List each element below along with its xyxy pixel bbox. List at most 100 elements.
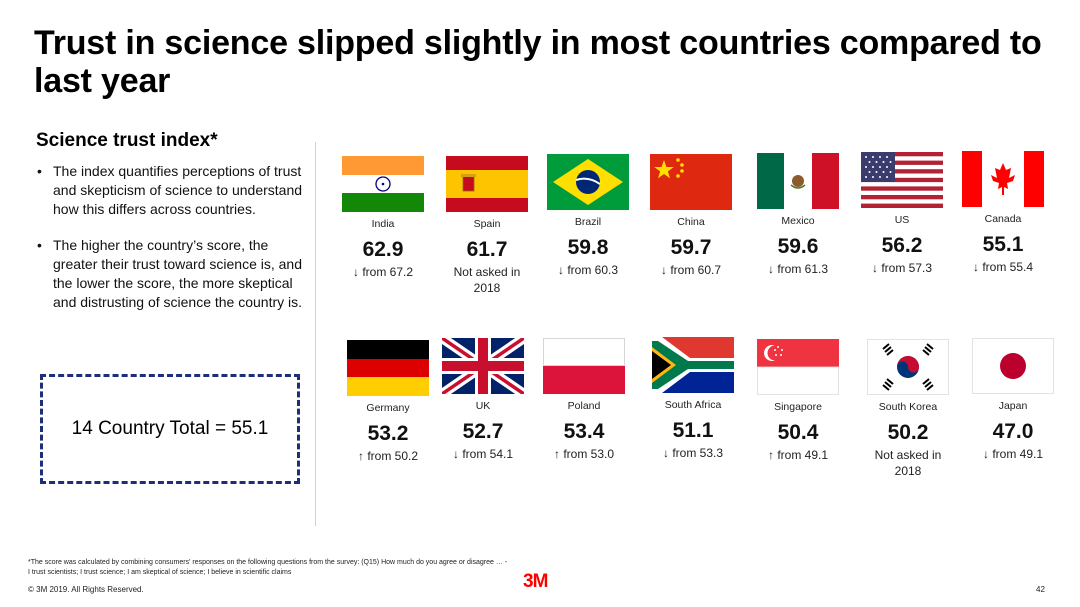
country-score: 61.7 [466,238,508,261]
trend-arrow: ↑ [357,449,364,463]
country-us: US 56.2 ↓ from 57.3 [852,152,952,276]
poland-flag-icon [543,338,625,394]
country-name: Mexico [781,215,815,227]
country-brazil: Brazil 59.8 ↓ from 60.3 [538,154,638,278]
country-germany: Germany 53.2 ↑ from 50.2 [338,340,438,464]
change-text: from 57.3 [881,261,933,275]
score-change: ↓ from 55.4 [953,259,1053,275]
change-text: from 67.2 [362,265,414,279]
page-number: 42 [1036,585,1045,594]
country-name: South Korea [878,401,938,413]
trend-arrow: ↓ [660,263,667,277]
country-poland: Poland 53.4 ↑ from 53.0 [534,338,634,462]
trend-arrow: ↓ [871,261,878,275]
country-south-africa: South Africa 51.1 ↓ from 53.3 [643,337,743,461]
country-name: India [371,218,395,230]
country-name: UK [475,400,491,412]
country-japan: Japan 47.0 ↓ from 49.1 [963,338,1063,462]
trend-arrow: ↓ [557,263,564,277]
country-score: 55.1 [982,233,1024,256]
country-score: 51.1 [672,419,714,442]
country-canada: Canada 55.1 ↓ from 55.4 [953,151,1053,275]
country-name: Brazil [574,216,602,228]
country-score: 59.6 [777,235,819,258]
country-uk: UK 52.7 ↓ from 54.1 [433,338,533,462]
country-south-korea: South Korea 50.2 Not asked in 2018 [858,339,958,479]
country-score: 52.7 [462,420,504,443]
country-mexico: Mexico 59.6 ↓ from 61.3 [748,153,848,277]
country-score: 56.2 [881,234,923,257]
bullet-item: The higher the country’s score, the grea… [36,236,316,312]
south-africa-flag-icon [652,337,734,393]
score-change: ↓ from 57.3 [852,260,952,276]
country-score: 50.2 [887,421,929,444]
country-china: China 59.7 ↓ from 60.7 [641,154,741,278]
change-text: from 60.3 [567,263,619,277]
country-score: 47.0 [992,420,1034,443]
canada-flag-icon [962,151,1044,207]
country-score: 62.9 [362,238,404,261]
change-text: from 55.4 [982,260,1034,274]
total-label: 14 Country Total = 55.1 [71,418,269,439]
country-score: 59.7 [670,236,712,259]
country-name: Spain [473,218,501,230]
country-name: Singapore [774,401,822,413]
change-text: from 49.1 [992,447,1044,461]
trend-arrow: ↑ [553,447,560,461]
us-flag-icon [861,152,943,208]
country-score: 50.4 [777,421,819,444]
country-name: China [677,216,705,228]
trend-arrow: ↓ [982,447,989,461]
change-text: from 54.1 [462,447,514,461]
score-change: ↓ from 61.3 [748,261,848,277]
country-spain: Spain 61.7 Not asked in 2018 [437,156,537,296]
country-name: Poland [567,400,601,412]
score-change: ↑ from 50.2 [338,448,438,464]
country-name: US [894,214,910,226]
vertical-divider [315,142,316,526]
country-score: 53.2 [367,422,409,445]
south-korea-flag-icon [867,339,949,395]
india-flag-icon [342,156,424,212]
uk-flag-icon [442,338,524,394]
score-change: Not asked in 2018 [858,447,958,479]
country-name: Germany [366,402,410,414]
country-name: Canada [984,213,1022,225]
total-callout: 14 Country Total = 55.1 [40,374,300,484]
country-india: India 62.9 ↓ from 67.2 [333,156,433,280]
copyright: © 3M 2019. All Rights Reserved. [28,585,144,594]
brazil-flag-icon [547,154,629,210]
country-score: 53.4 [563,420,605,443]
singapore-flag-icon [757,339,839,395]
change-text: from 50.2 [367,449,419,463]
germany-flag-icon [347,340,429,396]
spain-flag-icon [446,156,528,212]
country-name: Japan [998,400,1028,412]
china-flag-icon [650,154,732,210]
japan-flag-icon [972,338,1054,394]
3m-logo: 3M [523,571,548,592]
bullet-item: The index quantifies perceptions of trus… [36,162,316,219]
change-text: from 53.0 [563,447,615,461]
footnote: *The score was calculated by combining c… [28,559,508,576]
score-change: ↓ from 67.2 [333,264,433,280]
trend-arrow: ↓ [972,260,979,274]
trend-arrow: ↓ [767,262,774,276]
mexico-flag-icon [757,153,839,209]
trend-arrow: ↓ [662,446,669,460]
change-text: from 60.7 [670,263,722,277]
trend-arrow: ↑ [767,448,774,462]
country-name: South Africa [664,399,722,411]
bullet-list: The index quantifies perceptions of trus… [36,162,316,312]
description-panel: Science trust index* The index quantifie… [36,130,316,329]
score-change: ↓ from 54.1 [433,446,533,462]
page-title: Trust in science slipped slightly in mos… [34,24,1042,100]
trend-arrow: ↓ [352,265,359,279]
section-heading: Science trust index* [36,130,218,151]
score-change: ↓ from 60.3 [538,262,638,278]
score-change: ↑ from 49.1 [748,447,848,463]
change-text: Not asked in 2018 [453,265,521,295]
score-change: ↓ from 60.7 [641,262,741,278]
change-text: from 53.3 [672,446,724,460]
country-singapore: Singapore 50.4 ↑ from 49.1 [748,339,848,463]
